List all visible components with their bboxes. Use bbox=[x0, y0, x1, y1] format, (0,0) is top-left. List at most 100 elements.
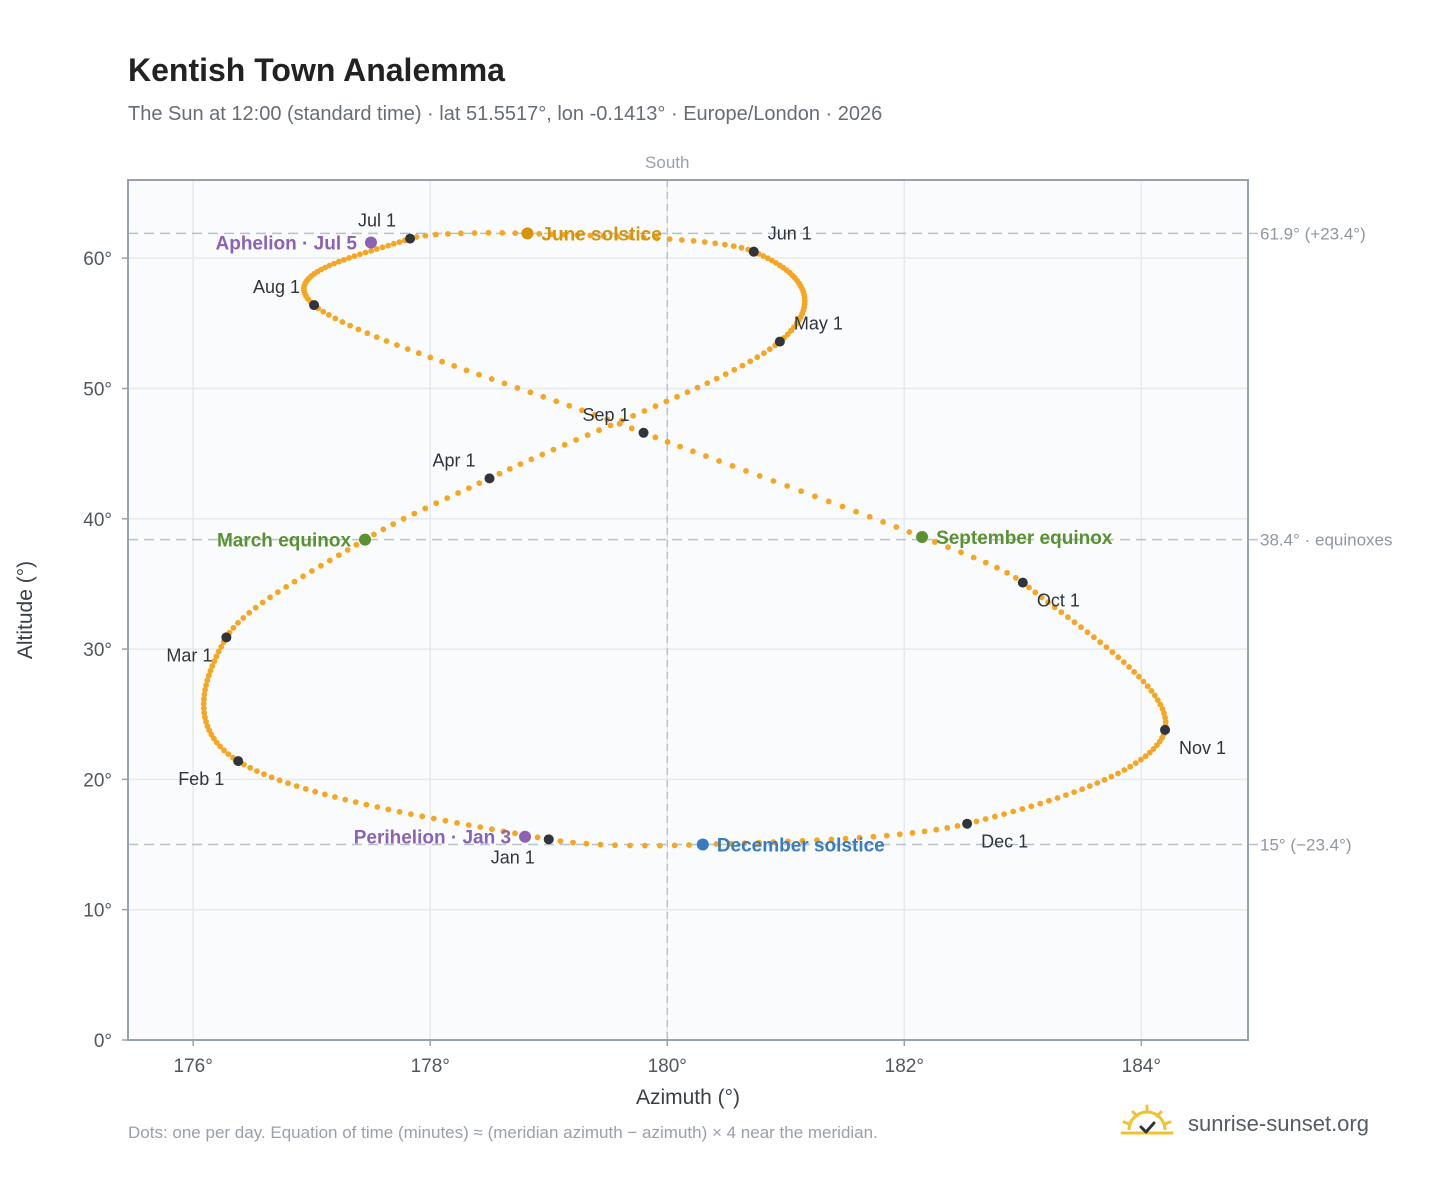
daily-dot bbox=[201, 696, 207, 703]
daily-dot bbox=[476, 480, 483, 487]
daily-dot bbox=[561, 231, 567, 238]
daily-dot bbox=[1038, 594, 1045, 601]
daily-dot bbox=[335, 552, 342, 559]
daily-dot bbox=[1148, 688, 1155, 694]
daily-dot bbox=[332, 315, 339, 322]
daily-dot bbox=[213, 739, 220, 746]
daily-dot bbox=[268, 774, 275, 781]
daily-dot bbox=[741, 840, 748, 846]
month-label: Dec 1 bbox=[981, 832, 1028, 852]
daily-dot bbox=[352, 799, 359, 805]
daily-dot bbox=[1032, 589, 1039, 596]
daily-dot bbox=[856, 834, 863, 841]
daily-dot bbox=[466, 485, 472, 491]
daily-dot bbox=[766, 346, 773, 353]
daily-dot bbox=[921, 828, 928, 835]
daily-dot bbox=[489, 826, 495, 833]
daily-dot bbox=[390, 521, 397, 527]
brand-logo[interactable]: sunrise-sunset.org bbox=[1120, 1102, 1390, 1146]
daily-dot bbox=[455, 490, 461, 496]
brand-name: sunrise-sunset.org bbox=[1188, 1111, 1369, 1136]
daily-dot bbox=[1097, 639, 1104, 646]
y-tick-label: 30° bbox=[83, 640, 112, 661]
daily-dot bbox=[454, 820, 460, 826]
daily-dot bbox=[230, 624, 237, 631]
daily-dot bbox=[380, 526, 387, 533]
daily-dot bbox=[499, 230, 506, 236]
daily-dot bbox=[1079, 786, 1085, 793]
daily-dot bbox=[1051, 604, 1058, 611]
daily-dot bbox=[954, 823, 961, 829]
daily-dot bbox=[221, 747, 227, 754]
month-marker bbox=[543, 834, 554, 845]
daily-dot bbox=[944, 825, 951, 831]
daily-dot bbox=[458, 230, 464, 237]
daily-dot bbox=[1120, 659, 1127, 665]
daily-dot bbox=[411, 510, 418, 517]
x-tick-label: 180° bbox=[648, 1056, 687, 1077]
daily-dot bbox=[353, 541, 360, 548]
daily-dot bbox=[694, 384, 701, 391]
daily-dot bbox=[1012, 574, 1019, 581]
daily-dot bbox=[362, 249, 369, 256]
daily-dot bbox=[400, 515, 407, 522]
daily-dot bbox=[839, 503, 846, 510]
daily-dot bbox=[419, 813, 426, 820]
daily-dot bbox=[385, 242, 392, 249]
event-marker bbox=[519, 830, 532, 843]
daily-dot bbox=[712, 240, 719, 247]
month-label: May 1 bbox=[794, 314, 843, 334]
daily-dot bbox=[1065, 614, 1071, 621]
daily-dot bbox=[828, 836, 835, 843]
daily-dot bbox=[784, 483, 791, 489]
daily-dot bbox=[982, 559, 989, 566]
daily-dot bbox=[225, 751, 232, 757]
daily-dot bbox=[218, 643, 225, 650]
plot-background bbox=[128, 180, 1248, 1040]
month-marker bbox=[405, 233, 416, 244]
event-label: March equinox bbox=[217, 531, 352, 552]
daily-dot bbox=[1144, 683, 1151, 690]
daily-dot bbox=[373, 246, 380, 252]
daily-dot bbox=[722, 241, 728, 248]
daily-dot bbox=[246, 609, 253, 616]
event-label: June solstice bbox=[541, 224, 661, 245]
x-tick-label: 182° bbox=[885, 1056, 924, 1077]
daily-dot bbox=[933, 826, 940, 833]
daily-dot bbox=[215, 648, 222, 655]
daily-dot bbox=[254, 768, 260, 774]
daily-dot bbox=[1037, 800, 1044, 807]
daily-dot bbox=[539, 451, 546, 458]
daily-dot bbox=[627, 234, 634, 240]
daily-dot bbox=[201, 710, 208, 716]
daily-dot bbox=[1045, 599, 1051, 606]
daily-dot bbox=[496, 470, 503, 477]
daily-dot bbox=[201, 691, 208, 698]
daily-dot bbox=[332, 794, 338, 800]
daily-dot bbox=[326, 312, 332, 318]
daily-dot bbox=[612, 842, 618, 849]
plot-area bbox=[128, 180, 1248, 1040]
daily-dot bbox=[204, 677, 211, 684]
daily-dot bbox=[600, 233, 607, 239]
daily-dot bbox=[906, 529, 913, 535]
daily-dot bbox=[500, 828, 507, 835]
daily-dot bbox=[747, 358, 754, 365]
event-marker bbox=[364, 236, 377, 249]
daily-dot bbox=[432, 231, 439, 238]
month-label: Nov 1 bbox=[1179, 738, 1226, 758]
daily-dot bbox=[784, 331, 791, 338]
daily-dot bbox=[247, 764, 254, 771]
daily-dot bbox=[1028, 803, 1035, 810]
daily-dot bbox=[842, 835, 849, 842]
daily-dot bbox=[770, 478, 777, 484]
daily-dot bbox=[363, 801, 370, 808]
daily-dot bbox=[200, 700, 207, 707]
daily-dot bbox=[880, 519, 886, 525]
daily-dot bbox=[982, 816, 989, 822]
daily-dot bbox=[293, 783, 300, 789]
daily-dot bbox=[597, 841, 604, 848]
daily-dot bbox=[1138, 756, 1144, 763]
daily-dot bbox=[1109, 649, 1116, 656]
daily-dot bbox=[690, 238, 697, 244]
